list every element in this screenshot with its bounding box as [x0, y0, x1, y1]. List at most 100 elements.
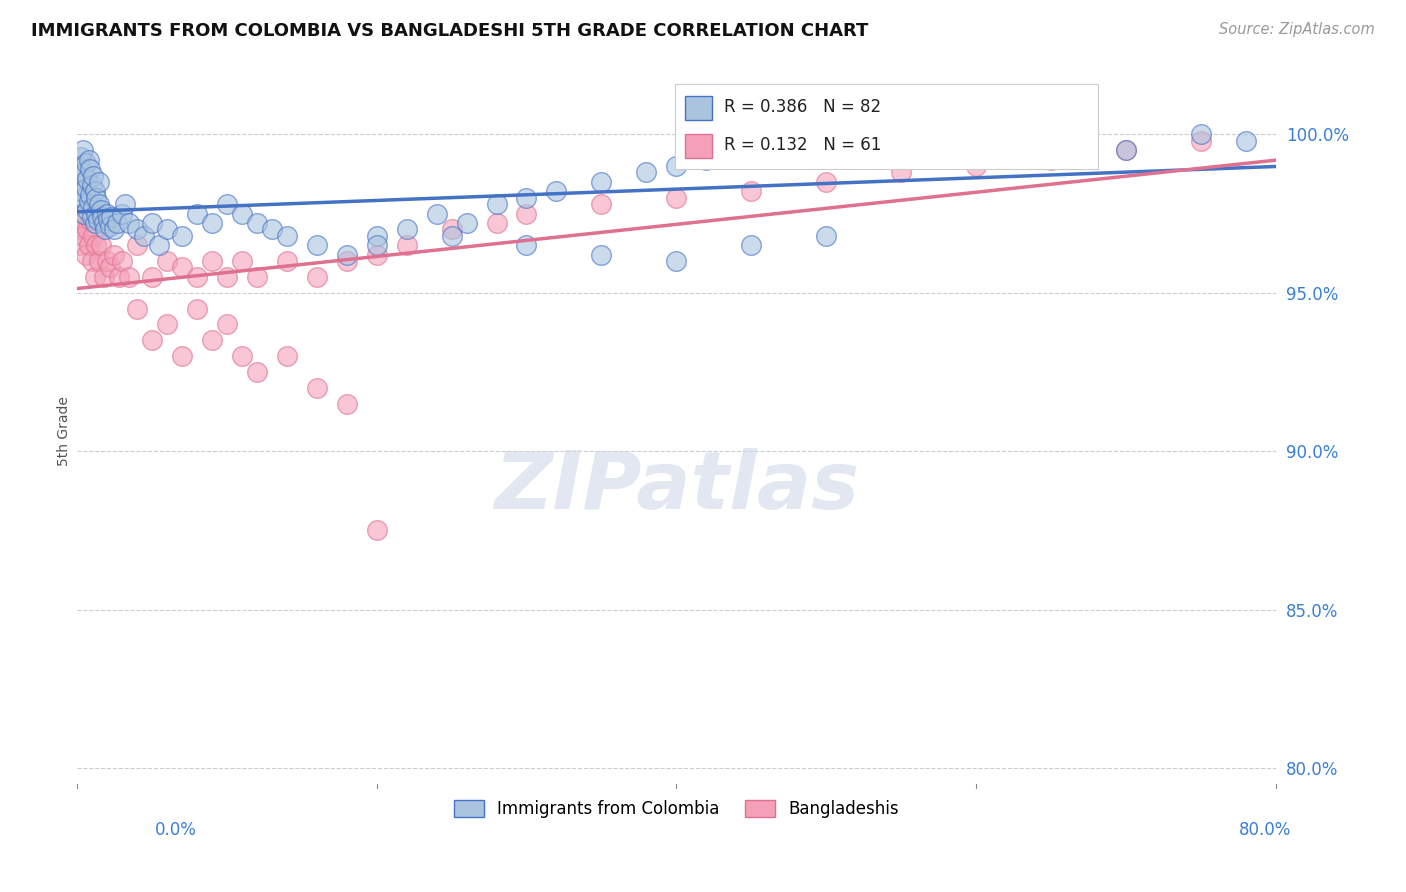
Point	[276, 349, 298, 363]
Point	[89, 197, 111, 211]
Point	[80, 254, 103, 268]
Point	[97, 213, 120, 227]
Point	[82, 228, 104, 243]
Point	[69, 175, 91, 189]
Point	[77, 194, 100, 208]
Text: 80.0%: 80.0%	[1239, 821, 1292, 838]
Point	[485, 197, 508, 211]
Point	[636, 165, 658, 179]
Point	[94, 222, 117, 236]
Point	[90, 238, 112, 252]
Point	[73, 206, 96, 220]
Point	[73, 206, 96, 220]
Point	[70, 185, 93, 199]
Point	[141, 270, 163, 285]
Point	[118, 216, 141, 230]
Point	[276, 228, 298, 243]
Point	[965, 159, 987, 173]
Point	[89, 175, 111, 189]
Point	[740, 238, 762, 252]
Point	[156, 222, 179, 236]
Point	[440, 228, 463, 243]
Point	[89, 254, 111, 268]
Point	[366, 524, 388, 538]
Point	[336, 397, 359, 411]
Point	[75, 156, 97, 170]
Y-axis label: 5th Grade: 5th Grade	[58, 396, 72, 466]
Point	[231, 349, 253, 363]
Point	[246, 365, 269, 379]
Point	[91, 210, 114, 224]
Point	[591, 197, 613, 211]
Point	[231, 206, 253, 220]
Text: Source: ZipAtlas.com: Source: ZipAtlas.com	[1219, 22, 1375, 37]
FancyBboxPatch shape	[675, 84, 1098, 169]
Point	[107, 270, 129, 285]
Point	[111, 254, 134, 268]
Point	[186, 270, 208, 285]
Point	[77, 153, 100, 167]
Point	[105, 216, 128, 230]
Point	[515, 191, 537, 205]
Point	[96, 206, 118, 220]
Point	[156, 254, 179, 268]
Point	[336, 248, 359, 262]
Point	[156, 318, 179, 332]
Point	[80, 178, 103, 193]
Point	[72, 228, 94, 243]
Point	[84, 238, 107, 252]
Point	[114, 197, 136, 211]
Point	[740, 143, 762, 157]
Point	[134, 228, 156, 243]
Point	[485, 216, 508, 230]
Point	[82, 200, 104, 214]
Point	[170, 228, 193, 243]
Point	[83, 216, 105, 230]
Point	[111, 206, 134, 220]
Point	[98, 260, 121, 275]
Point	[79, 213, 101, 227]
Point	[965, 134, 987, 148]
Point	[1189, 134, 1212, 148]
Point	[305, 270, 328, 285]
Point	[76, 171, 98, 186]
Point	[1040, 128, 1063, 142]
Point	[425, 206, 447, 220]
Point	[395, 238, 418, 252]
Point	[76, 222, 98, 236]
Point	[82, 169, 104, 183]
Point	[665, 254, 688, 268]
Point	[515, 206, 537, 220]
Point	[815, 228, 838, 243]
Point	[77, 238, 100, 252]
Point	[98, 219, 121, 234]
Text: IMMIGRANTS FROM COLOMBIA VS BANGLADESHI 5TH GRADE CORRELATION CHART: IMMIGRANTS FROM COLOMBIA VS BANGLADESHI …	[31, 22, 869, 40]
Point	[1115, 143, 1137, 157]
Point	[201, 216, 224, 230]
Point	[336, 254, 359, 268]
Point	[84, 191, 107, 205]
Point	[246, 270, 269, 285]
Point	[215, 318, 238, 332]
Point	[69, 238, 91, 252]
Point	[67, 222, 90, 236]
Point	[118, 270, 141, 285]
Text: 0.0%: 0.0%	[155, 821, 197, 838]
Point	[546, 185, 568, 199]
Legend: Immigrants from Colombia, Bangladeshis: Immigrants from Colombia, Bangladeshis	[447, 793, 905, 825]
Point	[246, 216, 269, 230]
Point	[366, 228, 388, 243]
Point	[591, 175, 613, 189]
Point	[100, 210, 122, 224]
Point	[260, 222, 283, 236]
Point	[366, 248, 388, 262]
Point	[456, 216, 478, 230]
FancyBboxPatch shape	[685, 135, 713, 158]
Point	[67, 197, 90, 211]
Point	[305, 381, 328, 395]
Point	[75, 248, 97, 262]
Point	[815, 175, 838, 189]
Point	[148, 238, 170, 252]
Point	[1189, 128, 1212, 142]
Point	[72, 191, 94, 205]
